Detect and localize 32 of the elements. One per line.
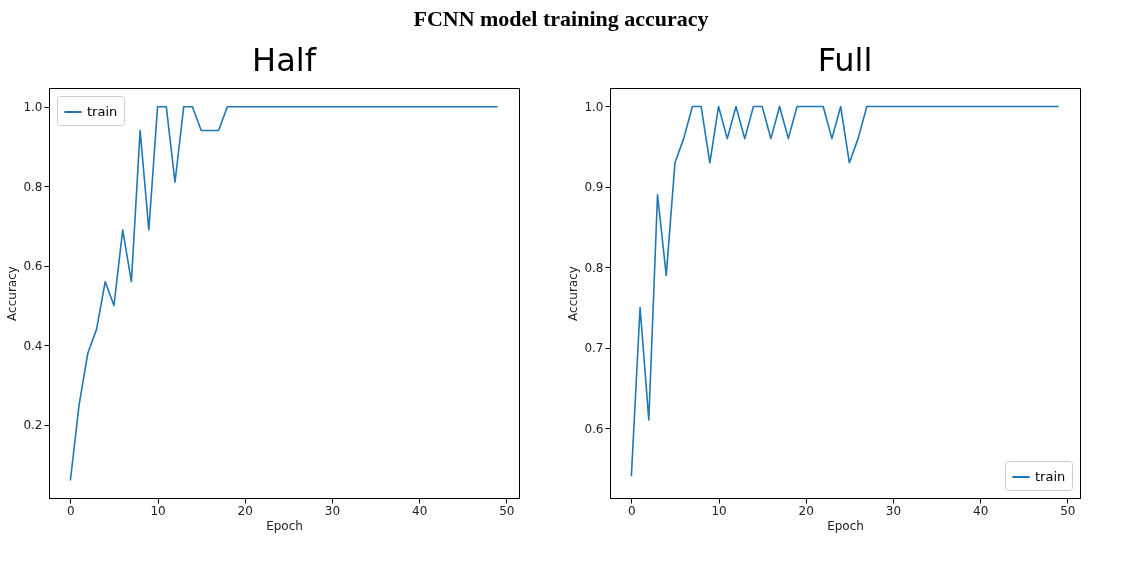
x-tick-label: 30 [885,503,902,518]
x-tick-label: 10 [711,503,727,518]
y-axis-title: Accuracy [566,266,581,321]
x-tick-label: 20 [798,503,814,518]
text: FCNN model training accuracy [412,5,710,33]
x-axis-title: Epoch [266,518,303,533]
chart-title: Full [817,41,873,79]
y-tick-label: 0.8 [584,260,604,275]
x-tick-label: 0 [67,503,75,518]
x-tick-label: 0 [628,503,636,518]
y-tick-label: 0.8 [23,179,43,194]
x-tick-label: 10 [150,503,166,518]
y-tick-label: 1.0 [584,99,604,114]
x-axis-title: Epoch [827,518,864,533]
legend-label: train [1035,469,1066,484]
y-tick-label: 0.9 [584,180,604,195]
y-axis-title: Accuracy [5,266,20,321]
y-tick-label: 0.6 [584,421,604,436]
chart-title: Half [252,41,317,79]
y-tick-label: 0.7 [584,341,604,356]
y-tick-label: 1.0 [23,100,43,115]
y-tick-label: 0.4 [23,338,43,353]
line-series [69,105,499,482]
x-tick-label: 20 [237,503,253,518]
y-tick-label: 0.6 [23,259,43,274]
x-tick-label: 50 [499,503,515,518]
x-tick-label: 40 [973,503,989,518]
legend-label: train [87,104,118,119]
x-tick-label: 50 [1060,503,1076,518]
x-tick-label: 40 [412,503,428,518]
x-tick-label: 30 [324,503,341,518]
y-tick-label: 0.2 [23,418,43,433]
